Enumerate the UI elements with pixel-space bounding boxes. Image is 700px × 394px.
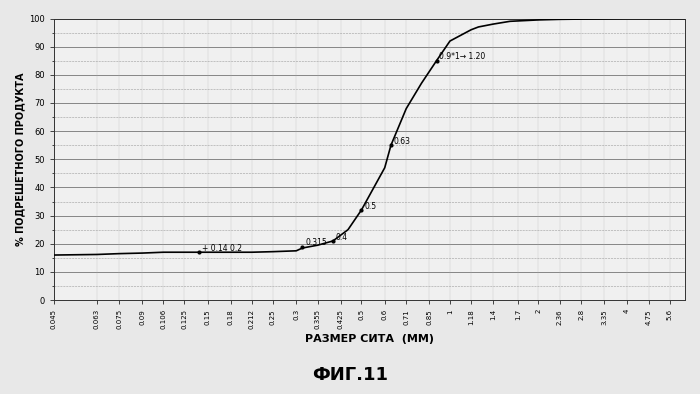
X-axis label: РАЗМЕР СИТА  (ММ): РАЗМЕР СИТА (ММ) [305,334,434,344]
Y-axis label: % ПОДРЕШЕТНОГО ПРОДУКТА: % ПОДРЕШЕТНОГО ПРОДУКТА [15,72,25,246]
Text: 0.9*1→ 1.20: 0.9*1→ 1.20 [440,52,486,61]
Text: 0.4: 0.4 [336,232,348,242]
Text: 0.63: 0.63 [393,137,411,146]
Text: 0.5: 0.5 [364,202,377,211]
Text: ФИГ.11: ФИГ.11 [312,366,388,384]
Text: + 0.14 0.2: + 0.14 0.2 [202,244,242,253]
Text: 0.315: 0.315 [305,238,327,247]
